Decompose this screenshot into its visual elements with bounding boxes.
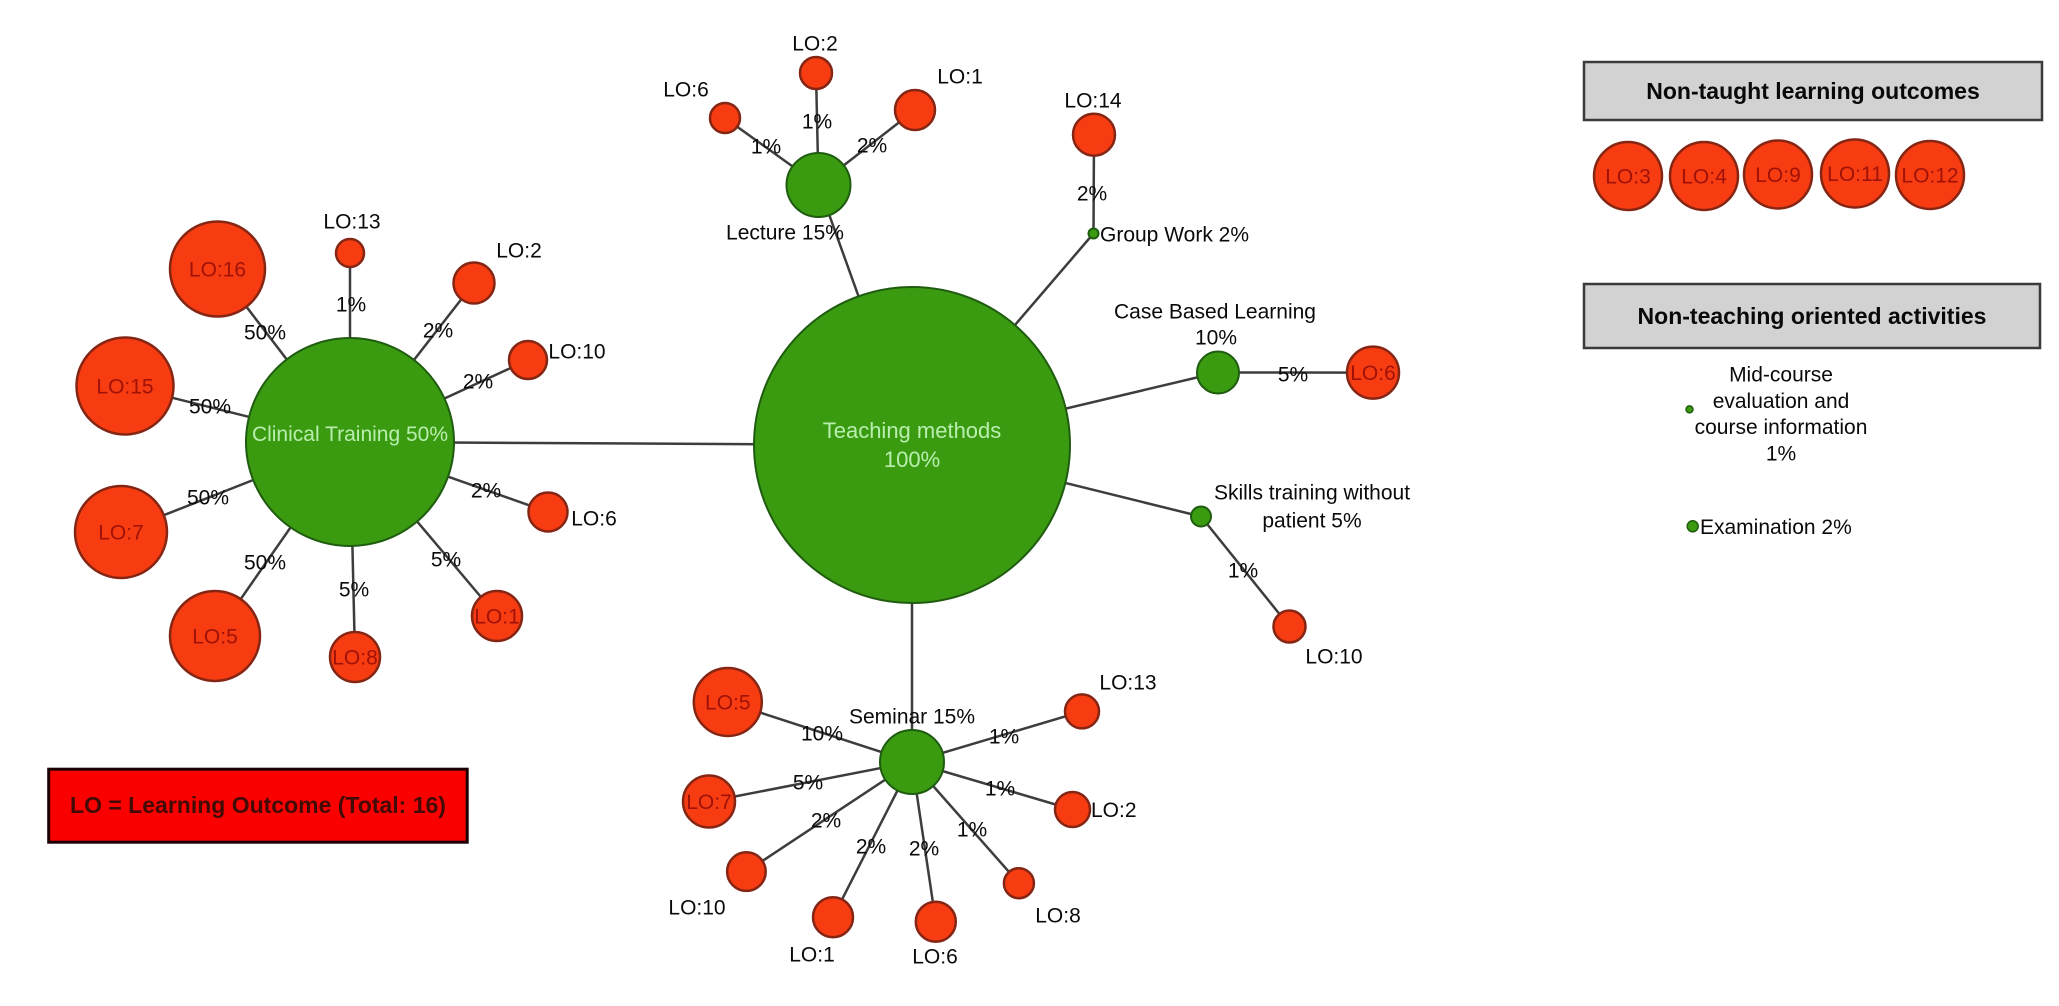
svg-text:evaluation and: evaluation and bbox=[1713, 390, 1850, 413]
svg-text:course information: course information bbox=[1695, 416, 1868, 439]
svg-text:5%: 5% bbox=[339, 579, 369, 602]
svg-text:LO:4: LO:4 bbox=[1681, 166, 1727, 189]
svg-text:LO:2: LO:2 bbox=[792, 33, 838, 56]
svg-text:1%: 1% bbox=[802, 111, 832, 134]
svg-text:LO:12: LO:12 bbox=[1901, 165, 1958, 188]
svg-text:Non-taught learning outcomes: Non-taught learning outcomes bbox=[1646, 78, 1980, 104]
svg-text:LO:13: LO:13 bbox=[1099, 672, 1156, 695]
svg-text:Group Work 2%: Group Work 2% bbox=[1100, 224, 1249, 247]
svg-text:10%: 10% bbox=[1195, 327, 1237, 350]
svg-text:2%: 2% bbox=[857, 135, 887, 158]
svg-text:10%: 10% bbox=[801, 723, 843, 746]
svg-text:50%: 50% bbox=[189, 396, 231, 419]
svg-text:LO:16: LO:16 bbox=[189, 259, 246, 282]
svg-text:Lecture 15%: Lecture 15% bbox=[726, 222, 844, 245]
svg-text:Examination 2%: Examination 2% bbox=[1700, 516, 1852, 539]
svg-text:2%: 2% bbox=[471, 480, 501, 503]
svg-text:LO:5: LO:5 bbox=[192, 626, 238, 649]
svg-text:1%: 1% bbox=[751, 136, 781, 159]
svg-text:50%: 50% bbox=[244, 552, 286, 575]
svg-text:2%: 2% bbox=[463, 371, 493, 394]
svg-text:Seminar 15%: Seminar 15% bbox=[849, 706, 975, 729]
svg-text:50%: 50% bbox=[244, 322, 286, 345]
svg-text:1%: 1% bbox=[1766, 442, 1796, 465]
svg-text:LO:6: LO:6 bbox=[663, 79, 709, 102]
svg-text:Mid-course: Mid-course bbox=[1729, 364, 1833, 387]
svg-text:LO:8: LO:8 bbox=[332, 647, 378, 670]
svg-text:LO:6: LO:6 bbox=[1350, 362, 1396, 385]
svg-text:LO:10: LO:10 bbox=[1305, 646, 1362, 669]
svg-text:Clinical Training 50%: Clinical Training 50% bbox=[252, 423, 448, 446]
svg-text:5%: 5% bbox=[431, 549, 461, 572]
svg-text:1%: 1% bbox=[1228, 560, 1258, 583]
svg-text:2%: 2% bbox=[423, 320, 453, 343]
svg-text:LO:10: LO:10 bbox=[548, 341, 605, 364]
svg-text:1%: 1% bbox=[957, 819, 987, 842]
svg-text:LO:1: LO:1 bbox=[789, 944, 835, 967]
svg-text:5%: 5% bbox=[1278, 364, 1308, 387]
svg-text:LO:9: LO:9 bbox=[1755, 164, 1801, 187]
svg-text:LO:2: LO:2 bbox=[496, 240, 542, 263]
svg-text:LO:15: LO:15 bbox=[96, 376, 153, 399]
svg-text:2%: 2% bbox=[811, 810, 841, 833]
svg-text:Case Based Learning: Case Based Learning bbox=[1114, 301, 1316, 324]
svg-text:LO:10: LO:10 bbox=[668, 897, 725, 920]
svg-text:LO:7: LO:7 bbox=[98, 522, 144, 545]
svg-text:1%: 1% bbox=[336, 294, 366, 317]
svg-text:2%: 2% bbox=[1077, 183, 1107, 206]
svg-text:LO:6: LO:6 bbox=[571, 508, 617, 531]
svg-text:LO = Learning Outcome (Total:: LO = Learning Outcome (Total: 16) bbox=[70, 792, 446, 818]
svg-text:100%: 100% bbox=[884, 447, 940, 472]
svg-text:Teaching methods: Teaching methods bbox=[823, 418, 1002, 443]
svg-text:LO:14: LO:14 bbox=[1064, 90, 1122, 113]
svg-text:LO:5: LO:5 bbox=[705, 692, 751, 715]
svg-text:LO:8: LO:8 bbox=[1035, 905, 1081, 928]
svg-text:Skills training without: Skills training without bbox=[1214, 482, 1410, 505]
svg-text:1%: 1% bbox=[989, 726, 1019, 749]
svg-text:LO:6: LO:6 bbox=[912, 946, 958, 969]
svg-text:2%: 2% bbox=[856, 836, 886, 859]
svg-text:LO:1: LO:1 bbox=[474, 606, 520, 629]
svg-text:LO:13: LO:13 bbox=[323, 211, 380, 234]
svg-text:1%: 1% bbox=[985, 778, 1015, 801]
svg-text:LO:1: LO:1 bbox=[937, 66, 983, 89]
svg-text:LO:3: LO:3 bbox=[1605, 166, 1651, 189]
svg-text:LO:2: LO:2 bbox=[1091, 799, 1137, 822]
svg-text:patient 5%: patient 5% bbox=[1262, 510, 1361, 533]
svg-text:LO:7: LO:7 bbox=[686, 791, 732, 814]
svg-text:50%: 50% bbox=[187, 487, 229, 510]
svg-text:Non-teaching oriented activiti: Non-teaching oriented activities bbox=[1638, 303, 1987, 329]
svg-text:2%: 2% bbox=[909, 838, 939, 861]
svg-text:LO:11: LO:11 bbox=[1827, 163, 1883, 186]
svg-text:5%: 5% bbox=[793, 772, 823, 795]
